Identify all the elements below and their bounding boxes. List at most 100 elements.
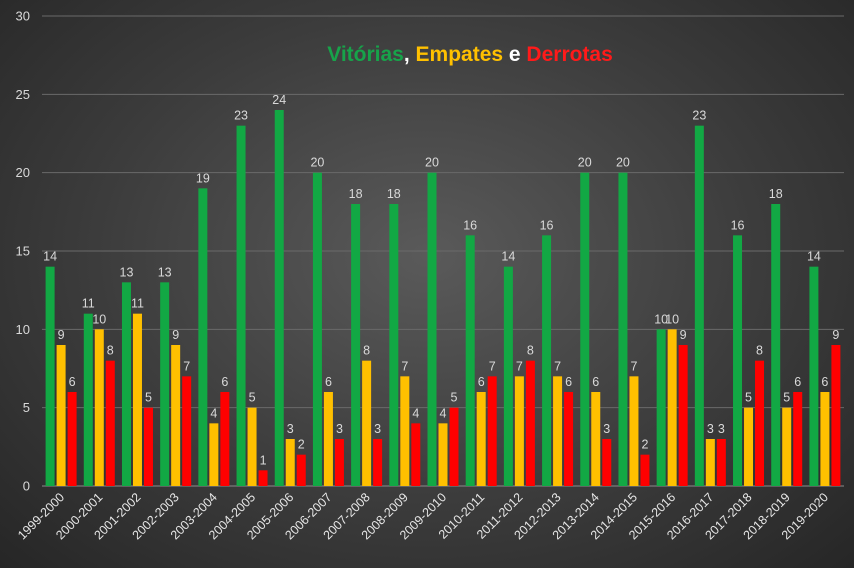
data-label: 5 bbox=[451, 391, 458, 405]
bar bbox=[755, 360, 765, 486]
title-part: Vitórias bbox=[327, 43, 404, 66]
title-part: Empates bbox=[416, 43, 504, 66]
bar bbox=[782, 407, 792, 486]
data-label: 14 bbox=[43, 250, 57, 264]
bars bbox=[45, 110, 841, 487]
data-label: 14 bbox=[501, 250, 515, 264]
bar bbox=[351, 204, 361, 486]
data-label: 18 bbox=[387, 187, 401, 201]
bar bbox=[67, 392, 77, 486]
data-label: 16 bbox=[540, 218, 554, 232]
y-tick-label: 5 bbox=[23, 400, 30, 415]
bar bbox=[487, 376, 497, 486]
bar bbox=[160, 282, 170, 486]
bar bbox=[83, 313, 93, 486]
bar bbox=[45, 266, 55, 486]
title-part: Derrotas bbox=[526, 43, 612, 66]
bar bbox=[809, 266, 819, 486]
data-label: 16 bbox=[731, 218, 745, 232]
data-label: 10 bbox=[654, 312, 668, 326]
bar bbox=[171, 345, 181, 486]
data-label: 10 bbox=[665, 312, 679, 326]
data-label: 11 bbox=[82, 297, 95, 311]
bar bbox=[220, 392, 230, 486]
data-label: 13 bbox=[120, 265, 134, 279]
data-label: 4 bbox=[210, 406, 217, 420]
bar bbox=[733, 235, 743, 486]
bar bbox=[564, 392, 574, 486]
y-tick-label: 30 bbox=[16, 9, 30, 24]
bar bbox=[198, 188, 208, 487]
bar bbox=[656, 329, 666, 486]
bar bbox=[296, 454, 306, 486]
data-label: 3 bbox=[287, 422, 294, 436]
bar bbox=[629, 376, 639, 486]
data-label: 7 bbox=[516, 359, 523, 373]
bar bbox=[105, 360, 115, 486]
bar bbox=[236, 125, 246, 487]
data-label: 7 bbox=[183, 359, 190, 373]
bar bbox=[143, 407, 153, 486]
data-label: 20 bbox=[616, 156, 630, 170]
bar bbox=[389, 204, 399, 486]
bar bbox=[678, 345, 688, 486]
bar bbox=[362, 360, 372, 486]
bar bbox=[618, 172, 628, 486]
bar bbox=[247, 407, 257, 486]
data-label: 3 bbox=[707, 422, 714, 436]
data-label: 6 bbox=[325, 375, 332, 389]
data-label: 2 bbox=[641, 438, 648, 452]
data-label: 11 bbox=[131, 297, 144, 311]
data-label: 20 bbox=[425, 156, 439, 170]
bar bbox=[56, 345, 66, 486]
data-label: 5 bbox=[145, 391, 152, 405]
data-label: 6 bbox=[69, 375, 76, 389]
bar bbox=[400, 376, 410, 486]
data-label: 8 bbox=[107, 344, 114, 358]
data-label: 23 bbox=[234, 109, 248, 123]
y-tick-label: 25 bbox=[16, 87, 30, 102]
data-label: 6 bbox=[478, 375, 485, 389]
data-label: 5 bbox=[249, 391, 256, 405]
bar bbox=[323, 392, 333, 486]
bar bbox=[744, 407, 754, 486]
bar bbox=[820, 392, 830, 486]
bar bbox=[94, 329, 104, 486]
title-part: e bbox=[503, 43, 526, 66]
data-label: 7 bbox=[630, 359, 637, 373]
data-label: 7 bbox=[489, 359, 496, 373]
bar bbox=[771, 204, 781, 486]
bar bbox=[132, 313, 142, 486]
data-label: 4 bbox=[412, 406, 419, 420]
bar bbox=[716, 439, 726, 486]
data-label: 8 bbox=[363, 344, 370, 358]
bar bbox=[793, 392, 803, 486]
data-label: 8 bbox=[756, 344, 763, 358]
data-label: 8 bbox=[527, 344, 534, 358]
bar bbox=[553, 376, 563, 486]
bar bbox=[591, 392, 601, 486]
data-label: 5 bbox=[783, 391, 790, 405]
data-label: 24 bbox=[272, 93, 286, 107]
data-label: 6 bbox=[821, 375, 828, 389]
data-label: 2 bbox=[298, 438, 305, 452]
bar bbox=[542, 235, 552, 486]
bar bbox=[182, 376, 192, 486]
bar bbox=[476, 392, 486, 486]
data-label: 9 bbox=[680, 328, 687, 342]
bar bbox=[427, 172, 437, 486]
data-label: 23 bbox=[692, 109, 706, 123]
data-label: 6 bbox=[794, 375, 801, 389]
y-tick-label: 15 bbox=[16, 244, 30, 259]
bar bbox=[525, 360, 535, 486]
bar bbox=[449, 407, 459, 486]
bar bbox=[667, 329, 677, 486]
bar bbox=[285, 439, 295, 486]
bar bbox=[258, 470, 268, 486]
data-label: 14 bbox=[807, 250, 821, 264]
chart-title: Vitórias, Empates e Derrotas bbox=[327, 43, 613, 66]
bar bbox=[694, 125, 704, 487]
bar bbox=[438, 423, 448, 486]
bar bbox=[580, 172, 590, 486]
